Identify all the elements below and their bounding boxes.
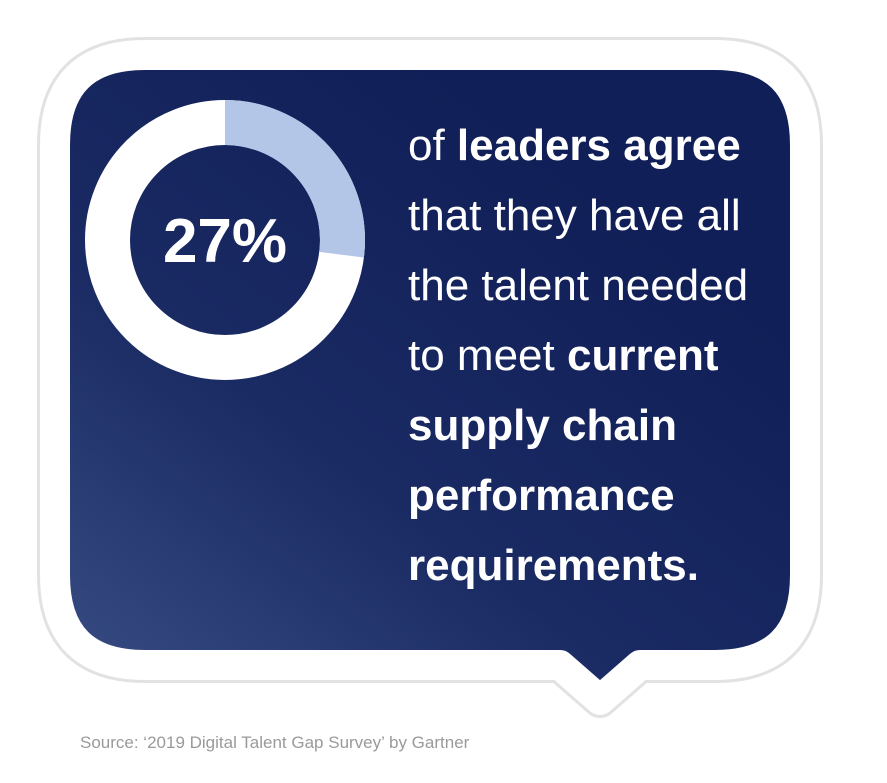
donut: 27%	[163, 100, 365, 276]
statement-line: of leaders agree	[408, 121, 741, 170]
statement-run: of	[408, 121, 457, 170]
value-label: 27%	[163, 207, 287, 276]
statement-run: leaders agree	[457, 121, 741, 170]
statement-run: supply chain	[408, 401, 677, 450]
statement-line: performance	[408, 471, 675, 520]
statement-line: the talent needed	[408, 261, 748, 310]
statement: of leaders agree that they have all the ta…	[408, 121, 748, 590]
statement-line: supply chain	[408, 401, 677, 450]
speech-bubble	[40, 40, 820, 715]
statement-line: that they have all	[408, 191, 741, 240]
statement-run: performance	[408, 471, 675, 520]
statement-run: that they have all	[408, 191, 741, 240]
statement-run: current	[567, 331, 719, 380]
statement-run: the talent needed	[408, 261, 748, 310]
statement-run: requirements.	[408, 541, 699, 590]
statement-line: requirements.	[408, 541, 699, 590]
source-note: Source: ‘2019 Digital Talent Gap Survey’…	[80, 733, 470, 752]
statement-run: to meet	[408, 331, 567, 380]
statement-line: to meet current	[408, 331, 719, 380]
donut-segment	[224, 100, 365, 258]
